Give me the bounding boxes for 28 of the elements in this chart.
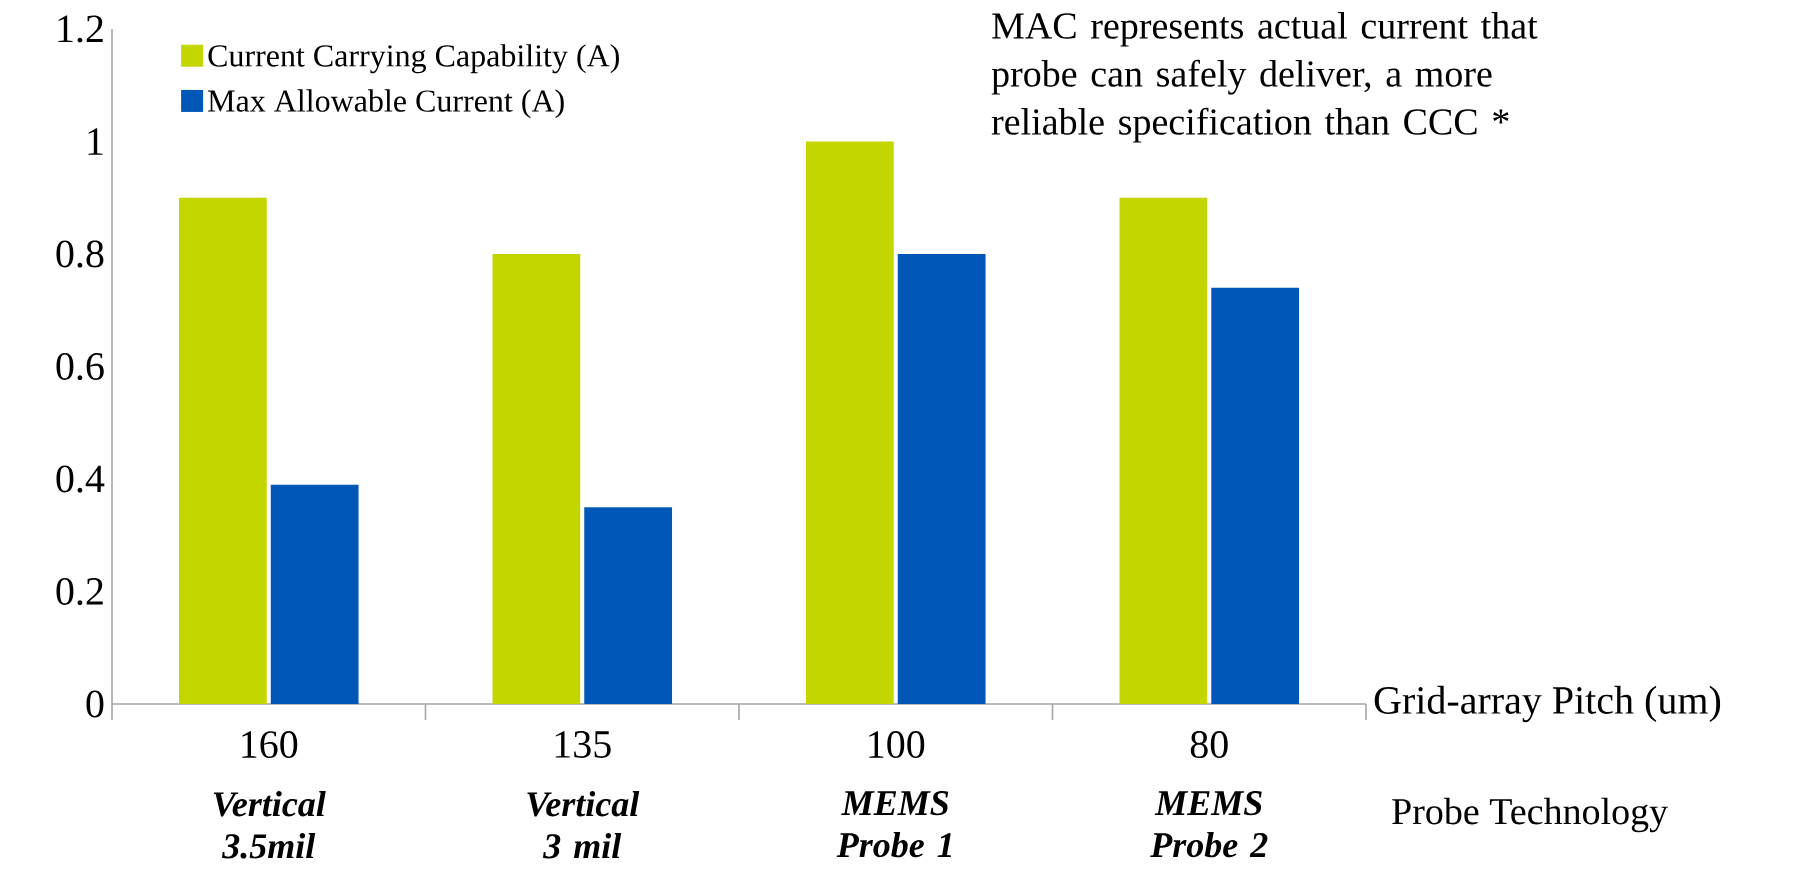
bar <box>178 197 267 704</box>
y-tick-label: 0 <box>86 690 104 718</box>
text: MEMS Probe 2 <box>1150 791 1268 858</box>
x-tick-label: 100 <box>869 731 925 759</box>
text: Vertical 3.5mil <box>213 791 326 859</box>
x-axis-title: Grid-array Pitch (um) <box>1374 685 1721 723</box>
bar <box>897 254 986 704</box>
annotation: MAC represents actual current that probe can safely deliver, a more reliable specification than CCC * <box>991 12 1538 143</box>
bar <box>584 507 673 704</box>
bar <box>1211 287 1300 704</box>
legend-label: Max Allowable Current (A) <box>208 89 564 119</box>
text: Probe Technology <box>1392 797 1668 833</box>
y-tick-label: 1.2 <box>58 15 103 43</box>
bar <box>492 254 581 704</box>
y-tick-label: 1 <box>88 128 103 155</box>
y-tick-label: 0.8 <box>56 240 104 268</box>
y-tick-label: 0.6 <box>56 352 104 381</box>
x-tick-label: 135 <box>555 731 611 758</box>
y-tick-label: 0.4 <box>56 465 105 493</box>
x-tick-label: 80 <box>1190 731 1228 759</box>
bar <box>270 484 359 704</box>
text: Vertical 3 mil <box>527 791 640 859</box>
text: MEMS Probe 1 <box>836 791 952 858</box>
legend-label: Current Carrying Capability (A) <box>208 44 619 74</box>
bar <box>1119 197 1208 704</box>
x-tick-label: 160 <box>242 731 298 759</box>
y-tick-label: 0.2 <box>56 577 103 606</box>
bar <box>805 141 894 704</box>
